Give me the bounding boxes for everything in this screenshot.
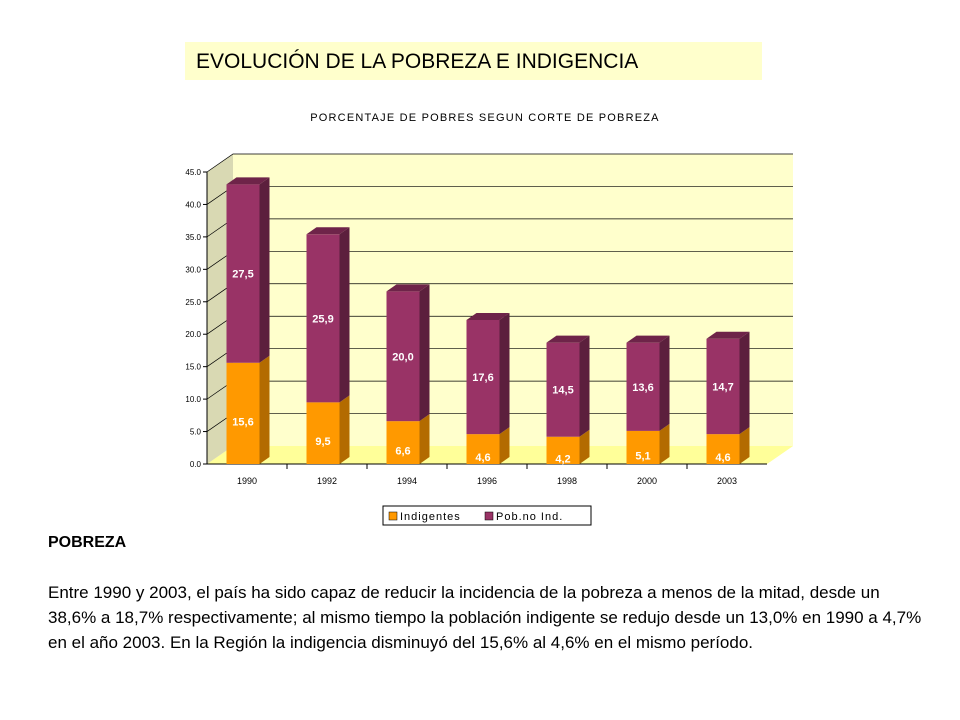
bar-indigentes-side <box>579 429 590 464</box>
page-title: EVOLUCIÓN DE LA POBREZA E INDIGENCIA <box>185 42 762 80</box>
y-tick-label: 40.0 <box>185 200 201 209</box>
data-label-indigentes: 5,1 <box>635 450 650 462</box>
bar-indigentes <box>546 436 580 464</box>
gridline <box>206 153 793 173</box>
x-tick-label: 2003 <box>717 476 737 486</box>
legend: Indigentes Pob.no Ind. <box>382 505 592 526</box>
bar-pob-no-ind-side <box>739 331 750 435</box>
bar-pob-no-ind-side <box>339 227 350 403</box>
data-label-indigentes: 9,5 <box>315 436 330 448</box>
bar-pob-no-ind-side <box>659 335 670 431</box>
section-title: POBREZA <box>48 534 127 551</box>
bar-indigentes-side <box>339 395 350 464</box>
legend-label: Pob.no Ind. <box>496 511 563 523</box>
y-tick-label: 30.0 <box>185 265 201 274</box>
legend-swatch <box>484 511 494 521</box>
bar-top <box>466 312 510 320</box>
y-tick-label: 45.0 <box>185 168 201 177</box>
chart-title: PORCENTAJE DE POBRES SEGUN CORTE DE POBR… <box>310 112 660 124</box>
bar-stack: 6,6 20,0 <box>386 284 430 464</box>
bar-indigentes-side <box>739 427 750 464</box>
body-paragraph: Entre 1990 y 2003, el país ha sido capaz… <box>48 583 922 652</box>
x-tick-label: 1992 <box>317 476 337 486</box>
y-tick-label: 20.0 <box>185 330 201 339</box>
bar-top <box>386 284 430 292</box>
data-label-indigentes: 15,6 <box>232 416 253 428</box>
y-tick-label: 10.0 <box>185 395 201 404</box>
y-tick-label: 25.0 <box>185 298 201 307</box>
bar-pob-no-ind <box>546 342 580 437</box>
bar-stack: 4,6 14,7 <box>706 331 750 464</box>
y-tick-label: 5.0 <box>190 428 202 437</box>
bar-pob-no-ind-side <box>259 177 270 363</box>
bar-pob-no-ind <box>226 184 260 363</box>
bar-stack: 5,1 13,6 <box>626 335 670 464</box>
bar-pob-no-ind-side <box>419 284 430 422</box>
data-label-pob-no-ind: 14,7 <box>712 381 733 393</box>
bar-indigentes-side <box>499 427 510 464</box>
data-label-indigentes: 6,6 <box>395 446 410 458</box>
legend-swatch <box>388 511 398 521</box>
stacked-bar-chart: 0.0 5.0 10.0 15.0 20.0 25.0 30.0 35.0 40.0 45.0 15… <box>185 153 793 526</box>
bar-top <box>626 335 670 343</box>
bar-stack: 4,6 17,6 <box>466 312 510 464</box>
bar-stack: 15,6 27,5 <box>226 177 270 464</box>
bar-top <box>706 331 750 339</box>
data-label-pob-no-ind: 27,5 <box>232 269 253 281</box>
bar-pob-no-ind <box>706 338 740 435</box>
data-label-indigentes: 4,2 <box>555 453 570 465</box>
y-tick-label: 35.0 <box>185 233 201 242</box>
y-tick-label: 15.0 <box>185 363 201 372</box>
data-label-indigentes: 4,6 <box>715 452 730 464</box>
x-tick-label: 1996 <box>477 476 497 486</box>
bar-stack: 9,5 25,9 <box>306 227 350 464</box>
bar-indigentes <box>706 434 740 464</box>
x-tick-label: 2000 <box>637 476 657 486</box>
bar-indigentes <box>386 421 420 464</box>
x-tick-label: 1994 <box>397 476 417 486</box>
x-tick-label: 1990 <box>237 476 257 486</box>
bar-indigentes-side <box>259 355 270 464</box>
bar-pob-no-ind <box>626 342 660 431</box>
bar-pob-no-ind <box>466 319 500 435</box>
data-label-pob-no-ind: 13,6 <box>632 382 653 394</box>
bar-pob-no-ind <box>386 291 420 422</box>
bar-stack: 4,2 14,5 <box>546 335 590 465</box>
bar-indigentes-side <box>419 414 430 464</box>
bar-pob-no-ind-side <box>499 312 510 435</box>
bar-indigentes <box>226 362 260 464</box>
bar-top <box>226 177 270 185</box>
bar-indigentes <box>466 434 500 464</box>
bar-indigentes-side <box>659 423 670 464</box>
data-label-pob-no-ind: 25,9 <box>312 313 333 325</box>
bar-top <box>306 227 350 235</box>
bar-indigentes <box>626 430 660 464</box>
y-tick-label: 0.0 <box>190 460 202 469</box>
bar-indigentes <box>306 402 340 464</box>
data-label-pob-no-ind: 20,0 <box>392 351 413 363</box>
data-label-pob-no-ind: 17,6 <box>472 372 493 384</box>
bar-top <box>546 335 590 343</box>
bar-pob-no-ind <box>306 234 340 403</box>
legend-label: Indigentes <box>400 511 461 523</box>
bar-pob-no-ind-side <box>579 335 590 437</box>
data-label-pob-no-ind: 14,5 <box>552 385 573 397</box>
data-label-indigentes: 4,6 <box>475 452 490 464</box>
x-tick-label: 1998 <box>557 476 577 486</box>
